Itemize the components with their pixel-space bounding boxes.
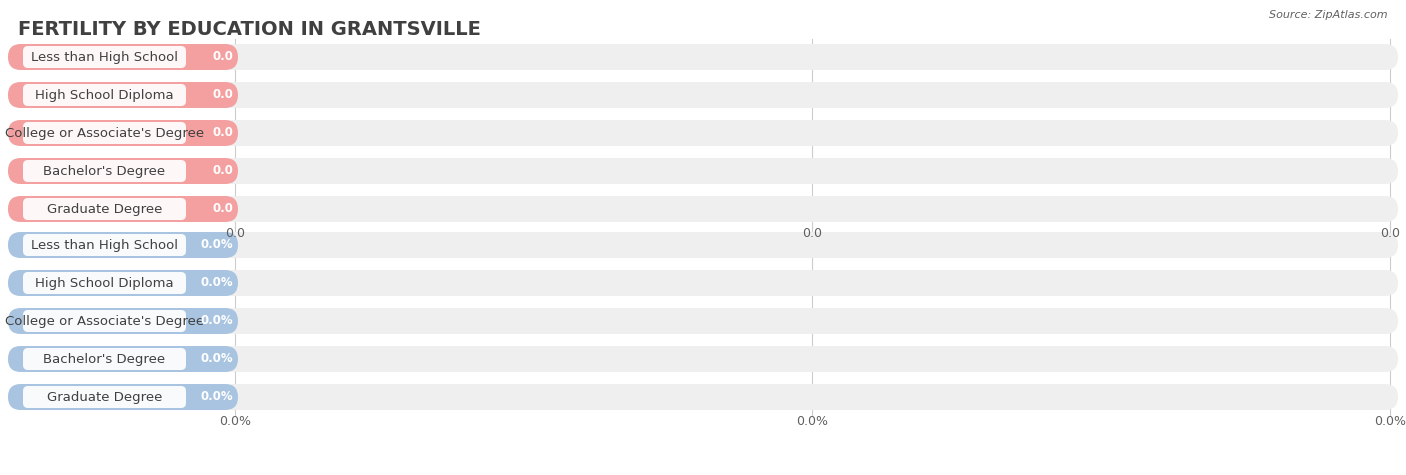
FancyBboxPatch shape (8, 270, 1398, 296)
FancyBboxPatch shape (22, 160, 186, 182)
Text: FERTILITY BY EDUCATION IN GRANTSVILLE: FERTILITY BY EDUCATION IN GRANTSVILLE (18, 20, 481, 39)
Text: 0.0: 0.0 (1381, 227, 1400, 240)
Text: Graduate Degree: Graduate Degree (46, 202, 162, 216)
FancyBboxPatch shape (22, 272, 186, 294)
FancyBboxPatch shape (8, 232, 238, 258)
Text: College or Associate's Degree: College or Associate's Degree (6, 314, 204, 327)
Text: 0.0: 0.0 (212, 126, 233, 140)
FancyBboxPatch shape (22, 122, 186, 144)
FancyBboxPatch shape (8, 120, 1398, 146)
FancyBboxPatch shape (8, 384, 1398, 410)
FancyBboxPatch shape (8, 120, 238, 146)
FancyBboxPatch shape (8, 82, 1398, 108)
FancyBboxPatch shape (8, 384, 238, 410)
FancyBboxPatch shape (8, 158, 238, 184)
Text: 0.0: 0.0 (225, 227, 245, 240)
Text: Bachelor's Degree: Bachelor's Degree (44, 164, 166, 178)
FancyBboxPatch shape (8, 196, 1398, 222)
Text: Less than High School: Less than High School (31, 238, 179, 251)
Text: 0.0%: 0.0% (201, 390, 233, 403)
FancyBboxPatch shape (22, 46, 186, 68)
FancyBboxPatch shape (22, 234, 186, 256)
Text: 0.0%: 0.0% (201, 352, 233, 365)
FancyBboxPatch shape (8, 44, 238, 70)
Text: 0.0: 0.0 (212, 202, 233, 216)
Text: 0.0: 0.0 (212, 88, 233, 102)
FancyBboxPatch shape (8, 346, 238, 372)
Text: 0.0%: 0.0% (201, 314, 233, 327)
FancyBboxPatch shape (22, 84, 186, 106)
FancyBboxPatch shape (8, 346, 1398, 372)
FancyBboxPatch shape (8, 308, 1398, 334)
Text: 0.0: 0.0 (212, 50, 233, 64)
FancyBboxPatch shape (22, 386, 186, 408)
Text: 0.0%: 0.0% (201, 238, 233, 251)
Text: 0.0: 0.0 (801, 227, 823, 240)
Text: 0.0%: 0.0% (1374, 415, 1406, 428)
Text: 0.0%: 0.0% (219, 415, 252, 428)
Text: Less than High School: Less than High School (31, 50, 179, 64)
FancyBboxPatch shape (8, 82, 238, 108)
Text: 0.0%: 0.0% (796, 415, 828, 428)
Text: 0.0: 0.0 (212, 164, 233, 178)
FancyBboxPatch shape (22, 348, 186, 370)
Text: College or Associate's Degree: College or Associate's Degree (6, 126, 204, 140)
FancyBboxPatch shape (8, 196, 238, 222)
FancyBboxPatch shape (22, 198, 186, 220)
FancyBboxPatch shape (8, 158, 1398, 184)
Text: High School Diploma: High School Diploma (35, 276, 174, 289)
Text: Graduate Degree: Graduate Degree (46, 390, 162, 403)
Text: 0.0%: 0.0% (201, 276, 233, 289)
Text: Source: ZipAtlas.com: Source: ZipAtlas.com (1270, 10, 1388, 20)
Text: Bachelor's Degree: Bachelor's Degree (44, 352, 166, 365)
FancyBboxPatch shape (8, 308, 238, 334)
FancyBboxPatch shape (8, 232, 1398, 258)
Text: High School Diploma: High School Diploma (35, 88, 174, 102)
FancyBboxPatch shape (22, 310, 186, 332)
FancyBboxPatch shape (8, 44, 1398, 70)
FancyBboxPatch shape (8, 270, 238, 296)
